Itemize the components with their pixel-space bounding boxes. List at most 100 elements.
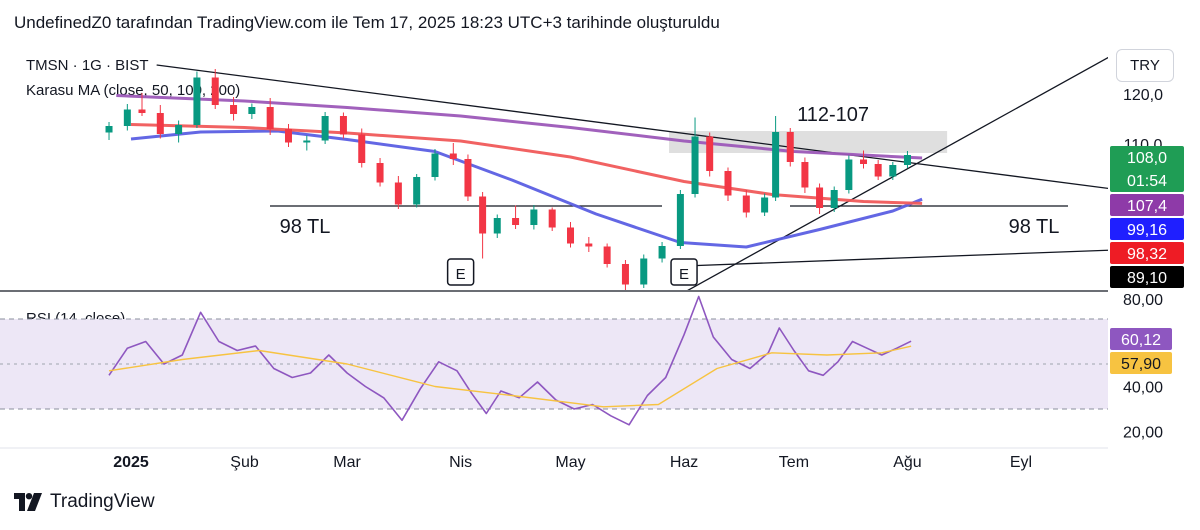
price-label: 108,0 01:54 (1110, 146, 1184, 192)
candle (621, 260, 629, 290)
candle-body (845, 159, 853, 190)
candle (248, 103, 256, 119)
candle (175, 120, 183, 143)
price-label: 89,10 (1110, 266, 1184, 288)
candle-body (358, 134, 366, 163)
candle (512, 205, 520, 229)
candle (493, 214, 501, 238)
ma-line-50 (130, 129, 923, 249)
candle (874, 160, 882, 180)
candle (123, 104, 131, 131)
candle-body (449, 153, 457, 159)
candle (284, 124, 292, 147)
candle (339, 112, 347, 139)
candle (431, 149, 439, 181)
candle-body (585, 243, 593, 247)
candle (860, 150, 868, 169)
time-axis-label: Mar (333, 454, 361, 471)
candle (724, 167, 732, 201)
price-label: 98,32 (1110, 242, 1184, 264)
candle (845, 155, 853, 194)
candle (585, 237, 593, 252)
candle (266, 98, 274, 135)
currency-button[interactable]: TRY (1116, 49, 1174, 82)
rsi-legend[interactable]: RSI (14, close) (26, 310, 126, 327)
candle-body (156, 113, 164, 134)
candle (830, 186, 838, 212)
time-axis-label: Ağu (893, 454, 921, 471)
price-label-bg (1110, 266, 1184, 288)
price-label: 107,4 (1110, 194, 1184, 216)
candle-body (303, 140, 311, 143)
candle-body (706, 136, 714, 171)
candle (156, 105, 164, 139)
event-marker-label: E (679, 266, 689, 283)
price-label-value: 98,32 (1127, 246, 1167, 263)
event-marker-box (670, 258, 698, 286)
candle-body (567, 227, 575, 244)
candle-body (248, 107, 256, 114)
time-axis-label: Tem (779, 454, 809, 471)
support-level-label: 98 TL (1009, 216, 1060, 238)
candle (530, 205, 538, 230)
candle (742, 190, 750, 218)
rsi-line-rsi (108, 295, 912, 426)
rsi-axis-label: 20,00 (1123, 425, 1163, 442)
candle (691, 117, 699, 198)
support-level-label: 98 TL (280, 216, 331, 238)
candle-body (464, 159, 472, 197)
rsi-band (0, 319, 1108, 409)
candle (786, 128, 794, 167)
candle (706, 132, 714, 177)
price-label-value: 107,4 (1127, 198, 1167, 215)
price-label-countdown: 01:54 (1127, 173, 1167, 190)
candle (464, 154, 472, 201)
candle-body (105, 126, 113, 133)
ma-legend[interactable]: Karasu MA (close, 50, 100, 200) (26, 82, 241, 99)
candle-body (621, 264, 629, 285)
candle-body (413, 177, 421, 205)
rsi-axis-label: 40,00 (1123, 380, 1163, 397)
candle-body (860, 159, 868, 164)
candle-body (266, 107, 274, 129)
trendline (687, 56, 1108, 290)
zone-label: 112-107 (797, 104, 869, 126)
candle (567, 222, 575, 248)
candle-body (175, 125, 183, 134)
symbol-legend[interactable]: TMSN · 1G · BIST (26, 57, 149, 74)
trendline (684, 249, 1108, 267)
rsi-price-label-value: 57,90 (1121, 356, 1161, 373)
candle-body (339, 116, 347, 135)
rsi-price-label: 57,90 (1110, 352, 1172, 374)
candle (449, 143, 457, 165)
event-marker-label: E (456, 266, 466, 283)
candle-body (512, 218, 520, 225)
price-label-bg (1110, 242, 1184, 264)
brand: TradingView (14, 491, 155, 513)
tradingview-logo-icon (14, 493, 42, 511)
candle-body (530, 209, 538, 225)
candle-body (742, 195, 750, 213)
time-axis-label: 2025 (113, 454, 149, 471)
candle (358, 128, 366, 168)
candle-body (548, 209, 556, 228)
price-label-bg (1110, 146, 1184, 192)
trendline (156, 64, 1108, 190)
candle (603, 243, 611, 268)
candle-body (786, 132, 794, 162)
candle-body (431, 153, 439, 177)
candle (816, 183, 824, 214)
price-label-value: 99,16 (1127, 222, 1167, 239)
price-label-bg (1110, 194, 1184, 216)
time-axis-label: Eyl (1010, 454, 1032, 471)
candle (394, 176, 402, 209)
candle (413, 174, 421, 208)
chart-caption: UndefinedZ0 tarafından TradingView.com i… (14, 13, 720, 32)
candle (230, 97, 238, 121)
candle-body (321, 116, 329, 141)
candle-body (493, 218, 501, 234)
candle-body (603, 246, 611, 264)
candle (889, 162, 897, 180)
candle-body (394, 182, 402, 205)
